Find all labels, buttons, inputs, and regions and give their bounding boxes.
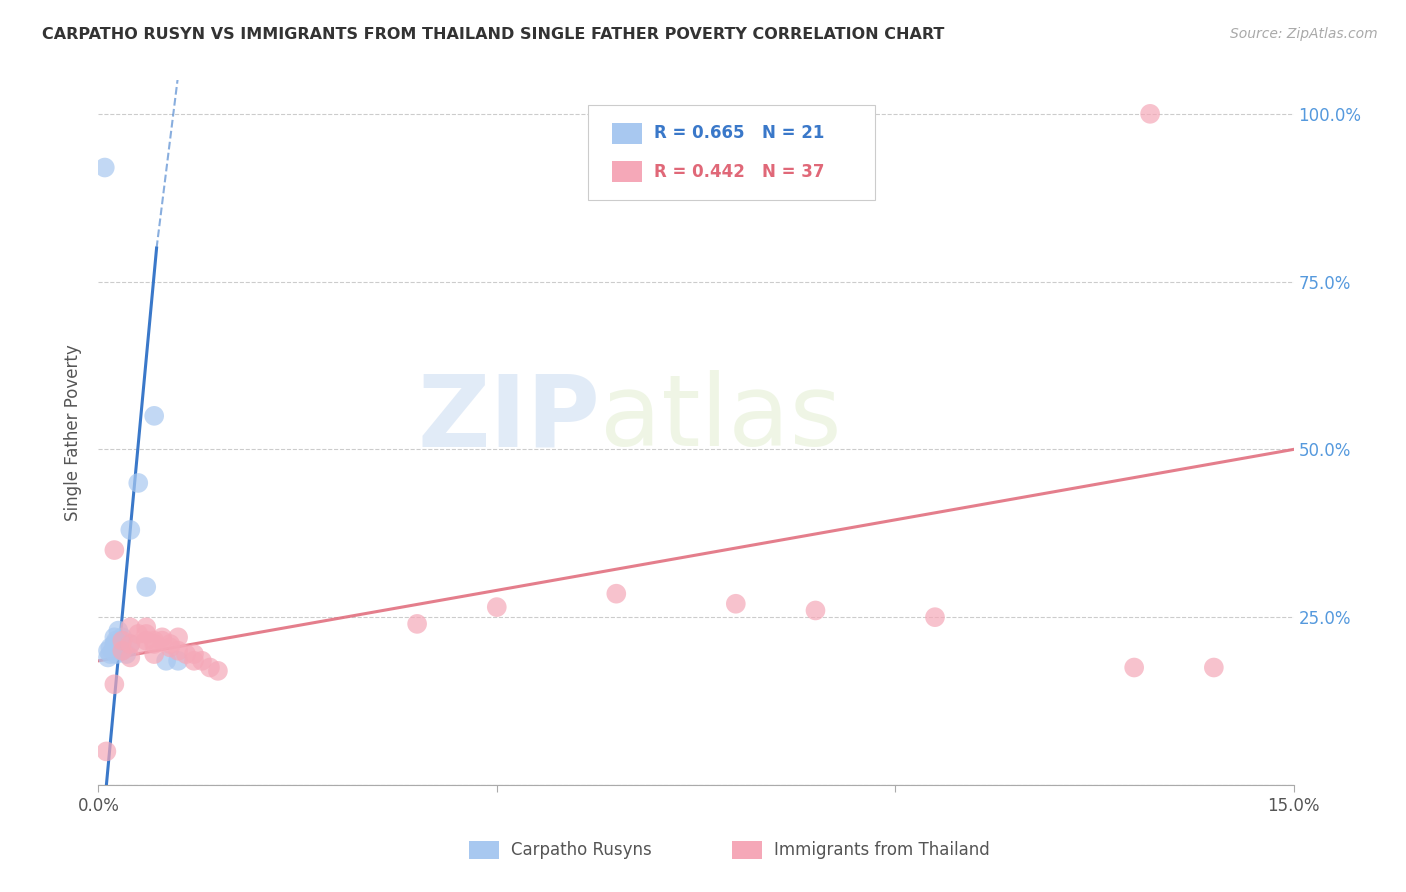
Point bbox=[98, 647, 122, 661]
Point bbox=[406, 616, 429, 631]
Point bbox=[143, 633, 166, 648]
Point bbox=[104, 633, 127, 648]
Point bbox=[103, 630, 125, 644]
Point bbox=[127, 475, 149, 490]
Point bbox=[183, 654, 205, 668]
Point bbox=[135, 627, 157, 641]
Point bbox=[724, 597, 747, 611]
Point bbox=[143, 647, 166, 661]
Point bbox=[111, 644, 134, 658]
Point bbox=[98, 640, 122, 655]
Point bbox=[191, 654, 214, 668]
Point bbox=[159, 640, 181, 655]
Point bbox=[167, 630, 190, 644]
Point bbox=[135, 633, 157, 648]
Point bbox=[120, 637, 142, 651]
Point bbox=[159, 637, 181, 651]
FancyBboxPatch shape bbox=[613, 161, 643, 183]
Point bbox=[605, 587, 627, 601]
Point bbox=[107, 624, 129, 638]
Point bbox=[198, 660, 221, 674]
Text: N = 21: N = 21 bbox=[762, 124, 824, 142]
Point bbox=[135, 620, 157, 634]
Point bbox=[97, 650, 120, 665]
Y-axis label: Single Father Poverty: Single Father Poverty bbox=[65, 344, 83, 521]
Point bbox=[120, 650, 142, 665]
Text: Immigrants from Thailand: Immigrants from Thailand bbox=[773, 841, 990, 860]
Point bbox=[127, 627, 149, 641]
Point bbox=[104, 647, 127, 661]
Point bbox=[143, 409, 166, 423]
Text: Carpatho Rusyns: Carpatho Rusyns bbox=[510, 841, 651, 860]
Point bbox=[155, 654, 177, 668]
FancyBboxPatch shape bbox=[589, 105, 875, 200]
Point bbox=[804, 603, 827, 617]
Text: R = 0.442: R = 0.442 bbox=[654, 163, 745, 181]
Point bbox=[183, 647, 205, 661]
Point bbox=[127, 637, 149, 651]
Point bbox=[97, 644, 120, 658]
Point bbox=[924, 610, 946, 624]
Point bbox=[174, 647, 197, 661]
Point bbox=[150, 630, 173, 644]
Point bbox=[207, 664, 229, 678]
Point bbox=[167, 644, 190, 658]
Point bbox=[111, 644, 134, 658]
Text: N = 37: N = 37 bbox=[762, 163, 824, 181]
FancyBboxPatch shape bbox=[613, 122, 643, 144]
Point bbox=[135, 580, 157, 594]
Point bbox=[111, 633, 134, 648]
Point bbox=[1202, 660, 1225, 674]
Point bbox=[103, 543, 125, 558]
Point bbox=[485, 600, 508, 615]
Point bbox=[120, 523, 142, 537]
Point bbox=[150, 633, 173, 648]
Text: ZIP: ZIP bbox=[418, 370, 600, 467]
Point bbox=[94, 161, 117, 175]
Point bbox=[120, 620, 142, 634]
Point bbox=[111, 630, 134, 644]
Text: atlas: atlas bbox=[600, 370, 842, 467]
FancyBboxPatch shape bbox=[733, 841, 762, 859]
Point bbox=[143, 637, 166, 651]
Point bbox=[115, 647, 138, 661]
Text: CARPATHO RUSYN VS IMMIGRANTS FROM THAILAND SINGLE FATHER POVERTY CORRELATION CHA: CARPATHO RUSYN VS IMMIGRANTS FROM THAILA… bbox=[42, 27, 945, 42]
Point bbox=[103, 677, 125, 691]
Point bbox=[167, 654, 190, 668]
Text: R = 0.665: R = 0.665 bbox=[654, 124, 745, 142]
Text: Source: ZipAtlas.com: Source: ZipAtlas.com bbox=[1230, 27, 1378, 41]
Point bbox=[101, 644, 124, 658]
FancyBboxPatch shape bbox=[470, 841, 499, 859]
Point bbox=[1123, 660, 1146, 674]
Point bbox=[1139, 107, 1161, 121]
Point bbox=[103, 637, 125, 651]
Point bbox=[96, 744, 118, 758]
Point bbox=[120, 637, 142, 651]
